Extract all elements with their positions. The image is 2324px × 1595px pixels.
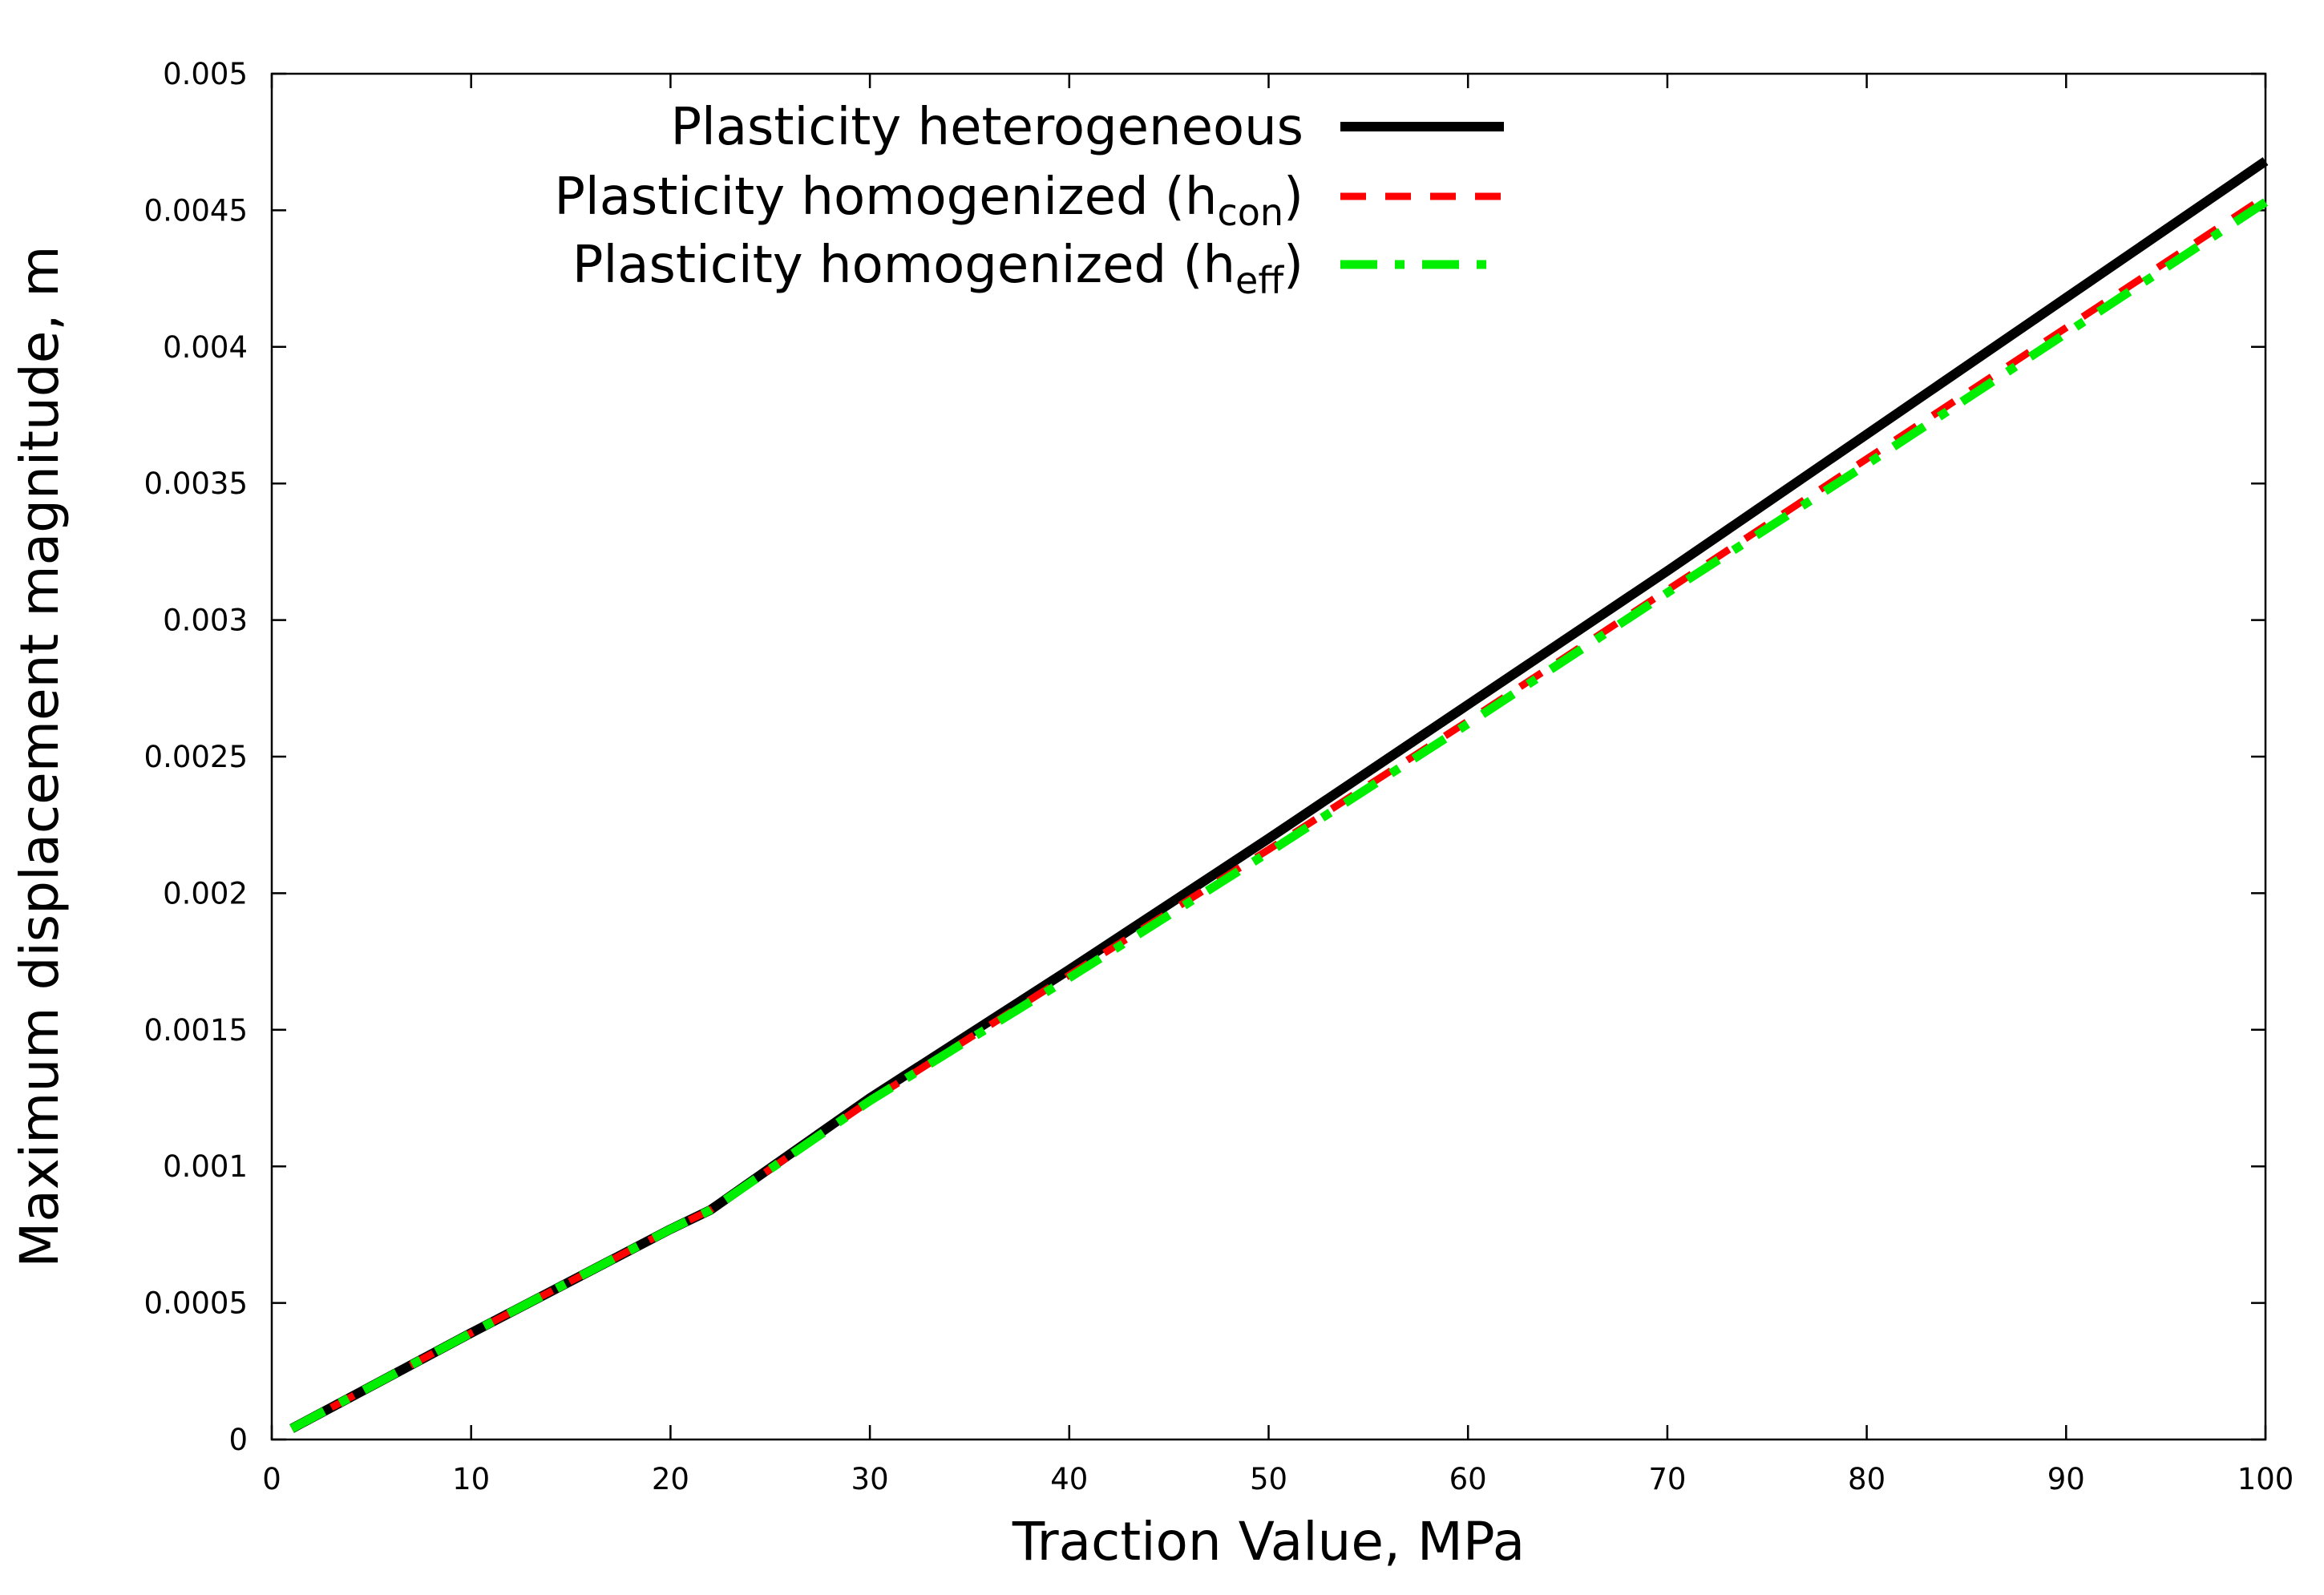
series-line-3: [289, 198, 2269, 1433]
y-tick-label: 0.0015: [144, 1013, 248, 1048]
legend-label-subscript: con: [1217, 191, 1283, 234]
legend-label-2: Plasticity homogenized (hcon): [554, 168, 1303, 234]
x-tick-label: 100: [2237, 1462, 2294, 1496]
series-line-2: [289, 193, 2268, 1432]
x-tick-label: 50: [1250, 1462, 1287, 1496]
y-tick-label: 0.0005: [144, 1286, 248, 1321]
legend-label-close: ): [1283, 236, 1303, 295]
x-tick-label: 0: [262, 1462, 281, 1496]
legend-label-subscript: eff: [1235, 259, 1284, 302]
x-axis-label: Traction Value, MPa: [1012, 1511, 1525, 1573]
x-tick-label: 90: [2047, 1462, 2085, 1496]
legend-label-3: Plasticity homogenized (heff): [572, 236, 1303, 302]
x-tick-label: 30: [851, 1462, 889, 1496]
y-tick-label: 0.0035: [144, 466, 248, 501]
y-tick-label: 0.002: [163, 876, 248, 911]
series-layer: [289, 157, 2269, 1433]
y-tick-label: 0.004: [163, 330, 248, 365]
x-tick-label: 70: [1648, 1462, 1686, 1496]
series-line-1: [289, 157, 2269, 1433]
y-tick-label: 0.0025: [144, 740, 248, 774]
y-tick-label: 0.005: [163, 57, 248, 91]
legend-label-main: Plasticity homogenized (h: [572, 236, 1235, 295]
x-tick-label: 20: [652, 1462, 689, 1496]
legend-layer: Plasticity heterogeneous Plasticity homog…: [554, 98, 1504, 302]
y-tick-label: 0.0045: [144, 193, 248, 228]
y-axis-label: Maximum displacement magnitude, m: [9, 245, 71, 1267]
legend-label-main: Plasticity heterogeneous: [670, 98, 1303, 157]
y-tick-label: 0.001: [163, 1149, 248, 1184]
axes-layer: 0 10 20 30 40 50 60 70 80 90 100 0 0.0005 0.001 0.0015…: [144, 57, 2294, 1496]
y-tick-label: 0.003: [163, 604, 248, 638]
legend-label-main: Plasticity homogenized (h: [554, 168, 1217, 227]
legend-label-close: ): [1283, 168, 1303, 227]
x-tick-label: 60: [1449, 1462, 1487, 1496]
x-tick-label: 80: [1848, 1462, 1885, 1496]
legend-label-1: Plasticity heterogeneous: [670, 98, 1303, 157]
y-tick-label: 0: [228, 1423, 248, 1457]
x-tick-label: 40: [1050, 1462, 1088, 1496]
x-tick-label: 10: [452, 1462, 490, 1496]
